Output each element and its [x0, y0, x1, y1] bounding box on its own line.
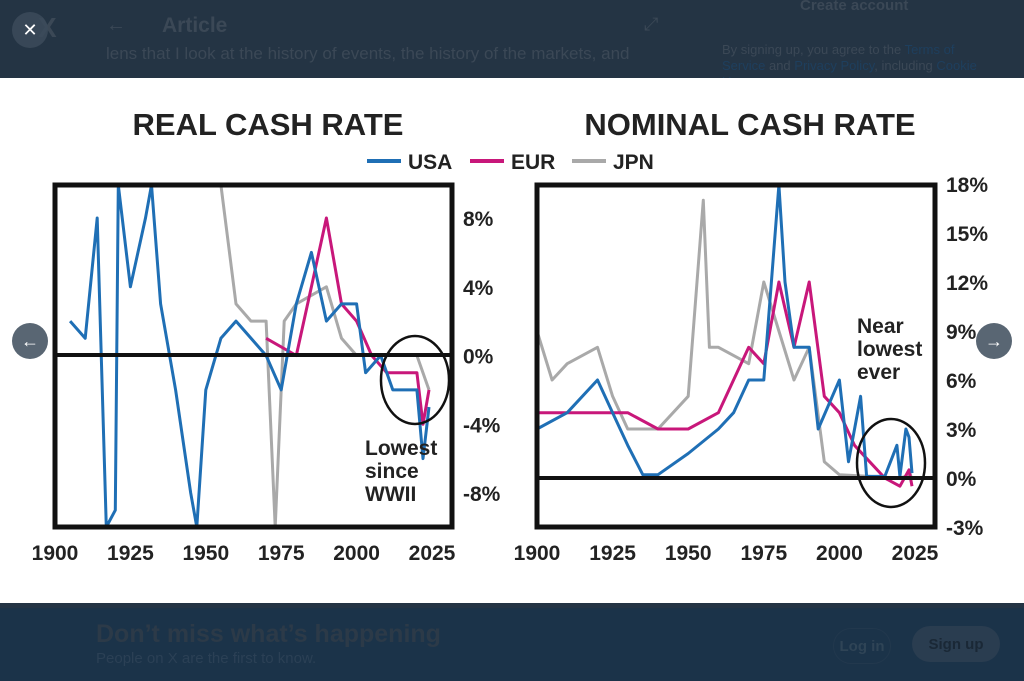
x-tick-label: 1950: [665, 542, 712, 565]
plot-frame: [52, 182, 455, 530]
create-account-button[interactable]: Create account: [800, 0, 909, 14]
series-line-usa: [68, 183, 431, 529]
x-tick-label: 1900: [514, 542, 561, 565]
lightbox-image: REAL CASH RATE 1900 1925 1950 1975 2000 2025 8%…: [0, 78, 1024, 603]
y-tick-label: 9%: [946, 321, 977, 344]
x-tick-label: 1900: [32, 542, 79, 565]
login-button[interactable]: Log in: [833, 628, 891, 664]
plot-frame: [534, 182, 938, 530]
legend-label: JPN: [613, 151, 654, 174]
x-tick-label: 1975: [740, 542, 787, 565]
expand-icon[interactable]: ⤢: [644, 14, 659, 34]
terms-prefix: By signing up, you agree to the: [722, 42, 905, 57]
arrow-left-icon: ←: [21, 330, 39, 351]
series-line-jpn: [535, 198, 913, 480]
annotation-text: since: [365, 460, 419, 483]
y-tick-label: 4%: [463, 277, 494, 300]
legend-label: USA: [408, 151, 452, 174]
series-line-eur: [265, 216, 431, 426]
series-line-usa: [536, 183, 914, 478]
annotation-text: Lowest: [365, 437, 437, 460]
previous-image-button[interactable]: ←: [12, 323, 48, 359]
x-tick-label: 1925: [107, 542, 154, 565]
x-tick-label: 2000: [816, 542, 863, 565]
annotation-text: ever: [857, 361, 900, 384]
back-arrow-icon[interactable]: ←: [106, 14, 126, 36]
y-tick-label: -8%: [463, 483, 501, 506]
x-tick-label: 2025: [892, 542, 939, 565]
banner-title: Don’t miss what’s happening: [96, 620, 441, 648]
privacy-link[interactable]: Privacy Policy: [794, 58, 875, 73]
annotation-text: WWII: [365, 483, 416, 506]
legend-label: EUR: [511, 151, 555, 174]
close-button[interactable]: ✕: [12, 12, 48, 48]
signup-button[interactable]: Sign up: [912, 626, 1000, 662]
banner-subtitle: People on X are the first to know.: [96, 650, 317, 667]
y-tick-label: -3%: [946, 517, 984, 540]
annotation-text: Near: [857, 315, 904, 338]
signup-banner: Don’t miss what’s happening People on X …: [0, 608, 1024, 681]
y-tick-label: -4%: [463, 414, 501, 437]
y-tick-label: 12%: [946, 272, 988, 295]
x-tick-label: 1950: [182, 542, 229, 565]
terms-link[interactable]: Terms of Service: [722, 42, 955, 73]
arrow-right-icon: →: [985, 330, 1003, 351]
x-tick-label: 1975: [258, 542, 305, 565]
article-text: lens that I look at the history of event…: [106, 44, 630, 63]
highlight-circle: [855, 417, 927, 509]
annotation-text: lowest: [857, 338, 922, 361]
next-image-button[interactable]: →: [976, 323, 1012, 359]
x-tick-label: 1925: [589, 542, 636, 565]
y-tick-label: 18%: [946, 174, 988, 197]
y-tick-label: 0%: [463, 346, 494, 369]
x-tick-label: 2025: [409, 542, 456, 565]
chart-title: REAL CASH RATE: [133, 107, 404, 142]
page-title: Article: [162, 14, 228, 37]
y-tick-label: 8%: [463, 208, 494, 231]
highlight-circle: [379, 334, 451, 426]
y-tick-label: 15%: [946, 223, 988, 246]
x-tick-label: 2000: [333, 542, 380, 565]
terms-and: and: [765, 58, 795, 73]
y-tick-label: 6%: [946, 370, 977, 393]
y-tick-label: 0%: [946, 468, 977, 491]
terms-including: , including: [874, 58, 937, 73]
chart-title: NOMINAL CASH RATE: [584, 107, 915, 142]
y-tick-label: 3%: [946, 419, 977, 442]
close-icon: ✕: [22, 19, 38, 40]
